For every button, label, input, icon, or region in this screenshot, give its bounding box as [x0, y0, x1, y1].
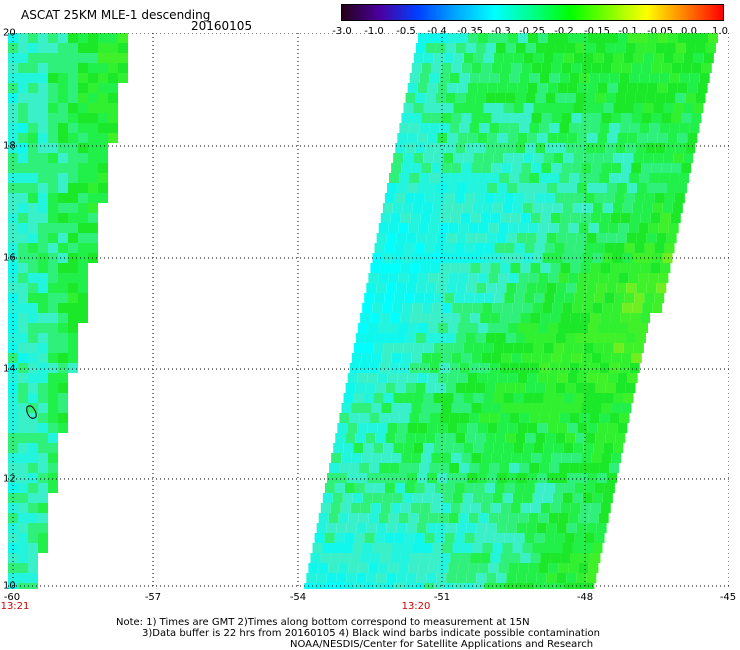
latitude-label: 18 — [3, 140, 16, 152]
latitude-label: 16 — [3, 252, 16, 264]
time-label: 13:21 — [0, 601, 30, 612]
colorbar-tick: -1.0 — [364, 26, 384, 37]
longitude-label: -60 — [3, 592, 21, 603]
longitude-label: -48 — [576, 592, 594, 603]
note-line-1: Note: 1) Times are GMT 2)Times along bot… — [116, 617, 530, 628]
colorbar-tick: -0.4 — [427, 26, 447, 37]
longitude-label: -54 — [289, 592, 307, 603]
note-line-3: NOAA/NESDIS/Center for Satellite Applica… — [290, 639, 594, 650]
colorbar-tick: -0.15 — [584, 26, 610, 37]
colorbar-tick: -0.05 — [647, 26, 673, 37]
longitude-label: -57 — [144, 592, 162, 603]
colorbar-tick: 1.0 — [712, 26, 728, 37]
colorbar-tick: -0.1 — [618, 26, 638, 37]
colorbar — [341, 4, 724, 21]
latitude-label: 20 — [3, 27, 16, 39]
time-label: 13:20 — [401, 601, 431, 612]
scatterometer-swaths — [8, 33, 729, 589]
longitude-label: -51 — [433, 592, 451, 603]
map-title: ASCAT 25KM MLE-1 descending — [21, 8, 211, 22]
latitude-label: 14 — [3, 363, 16, 375]
island-outline — [26, 405, 37, 419]
colorbar-tick: -0.2 — [554, 26, 574, 37]
colorbar-tick: -0.5 — [396, 26, 416, 37]
latitude-label: 10 — [3, 580, 16, 592]
colorbar-tick: -0.25 — [519, 26, 545, 37]
latitude-label: 12 — [3, 473, 16, 485]
longitude-label: -45 — [719, 592, 737, 603]
colorbar-tick: 0.0 — [681, 26, 697, 37]
colorbar-tick: -3.0 — [332, 26, 352, 37]
map-plot — [8, 33, 729, 589]
map-date: 20160105 — [191, 19, 253, 33]
note-line-2: 3)Data buffer is 22 hrs from 20160105 4)… — [142, 628, 600, 639]
colorbar-tick: -0.3 — [491, 26, 511, 37]
colorbar-tick: -0.35 — [457, 26, 483, 37]
